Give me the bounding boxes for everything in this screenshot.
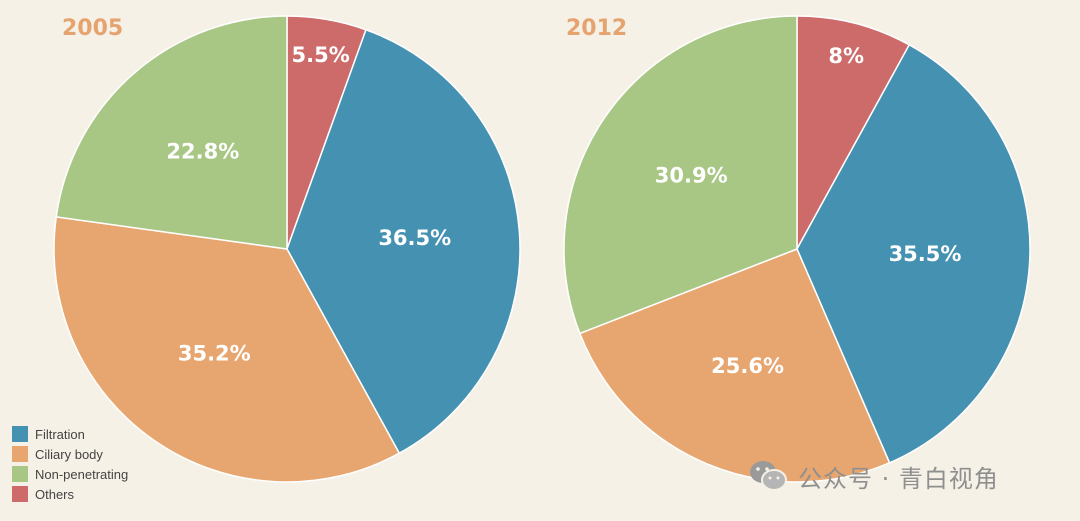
- slice-label-ciliary-body: 25.6%: [711, 354, 784, 378]
- legend-item-non-penetrating: Non-penetrating: [12, 464, 128, 484]
- pie-chart-2005: 5.5% 36.5% 35.2% 22.8%: [53, 15, 521, 483]
- watermark-text: 公众号 · 青白视角: [798, 464, 999, 493]
- slice-label-filtration: 35.5%: [889, 242, 962, 266]
- slice-label-others: 5.5%: [292, 43, 350, 67]
- slice-label-ciliary-body: 35.2%: [178, 342, 251, 366]
- pie-slice-filtration: [796, 43, 1031, 464]
- slice-label-others: 8%: [828, 44, 864, 68]
- watermark: 公众号 · 青白视角: [748, 458, 999, 494]
- legend-label: Non-penetrating: [35, 466, 129, 482]
- legend-swatch: [12, 446, 28, 462]
- pie-slice-non-penetrating: [563, 15, 798, 335]
- pie-slice-filtration: [286, 28, 521, 455]
- legend-swatch: [12, 486, 28, 502]
- chart-title-2005: 2005: [62, 16, 123, 41]
- slice-label-non-penetrating: 30.9%: [655, 164, 728, 188]
- wechat-icon: [750, 461, 787, 491]
- slice-label-filtration: 36.5%: [378, 226, 451, 250]
- legend-item-ciliary-body: Ciliary body: [12, 444, 128, 464]
- legend: Filtration Ciliary body Non-penetrating …: [12, 424, 128, 504]
- pie-slice-others: [796, 15, 911, 250]
- pie-slice-ciliary-body: [578, 248, 891, 483]
- legend-swatch: [12, 426, 28, 442]
- slice-label-non-penetrating: 22.8%: [166, 139, 239, 163]
- pie-slice-ciliary-body: [53, 216, 401, 483]
- legend-item-filtration: Filtration: [12, 424, 128, 444]
- legend-swatch: [12, 466, 28, 482]
- pie-slice-non-penetrating: [55, 15, 288, 250]
- legend-item-others: Others: [12, 484, 128, 504]
- legend-label: Filtration: [35, 426, 85, 442]
- legend-label: Others: [35, 486, 75, 502]
- pie-chart-2012: 8% 35.5% 25.6% 30.9%: [563, 15, 1031, 483]
- chart-title-2012: 2012: [566, 16, 627, 41]
- legend-label: Ciliary body: [35, 446, 103, 462]
